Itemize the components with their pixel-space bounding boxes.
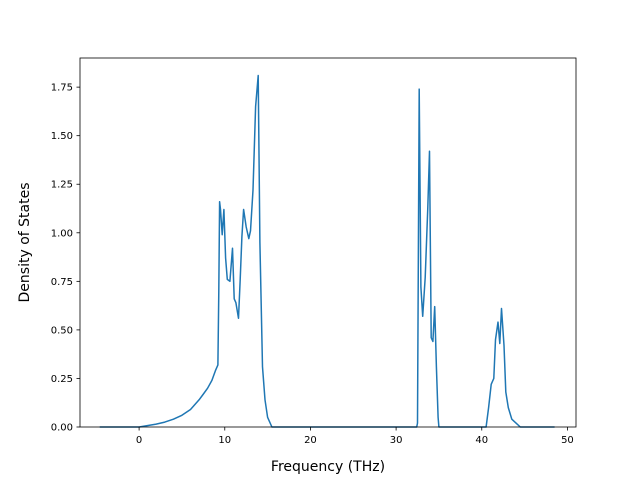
y-tick-label: 0.75: [51, 277, 73, 288]
y-tick-label: 0.50: [51, 325, 73, 336]
x-tick-label: 0: [136, 435, 142, 446]
x-tick-label: 40: [475, 435, 488, 446]
dos-series-line: [99, 74, 555, 428]
y-tick-label: 1.50: [51, 131, 73, 142]
x-tick-label: 30: [390, 435, 403, 446]
y-tick-label: 0.25: [51, 374, 73, 385]
x-tick-label: 10: [218, 435, 231, 446]
axes-frame: [79, 57, 577, 428]
y-tick-label: 1.25: [51, 180, 73, 191]
y-tick-label: 0.00: [51, 423, 73, 434]
y-tick-label: 1.00: [51, 228, 73, 239]
plot-area: [99, 74, 555, 428]
x-tick-label: 20: [304, 435, 317, 446]
x-tick-label: 50: [561, 435, 574, 446]
axis-ticks: 0 10 20 30 40 50 0.00 0.25 0.50 0.75 1.00 1.25 1.50 1…: [51, 83, 574, 446]
x-axis-label: Frequency (THz): [271, 459, 385, 475]
y-axis-label: Density of States: [17, 183, 33, 303]
y-tick-label: 1.75: [51, 83, 73, 94]
